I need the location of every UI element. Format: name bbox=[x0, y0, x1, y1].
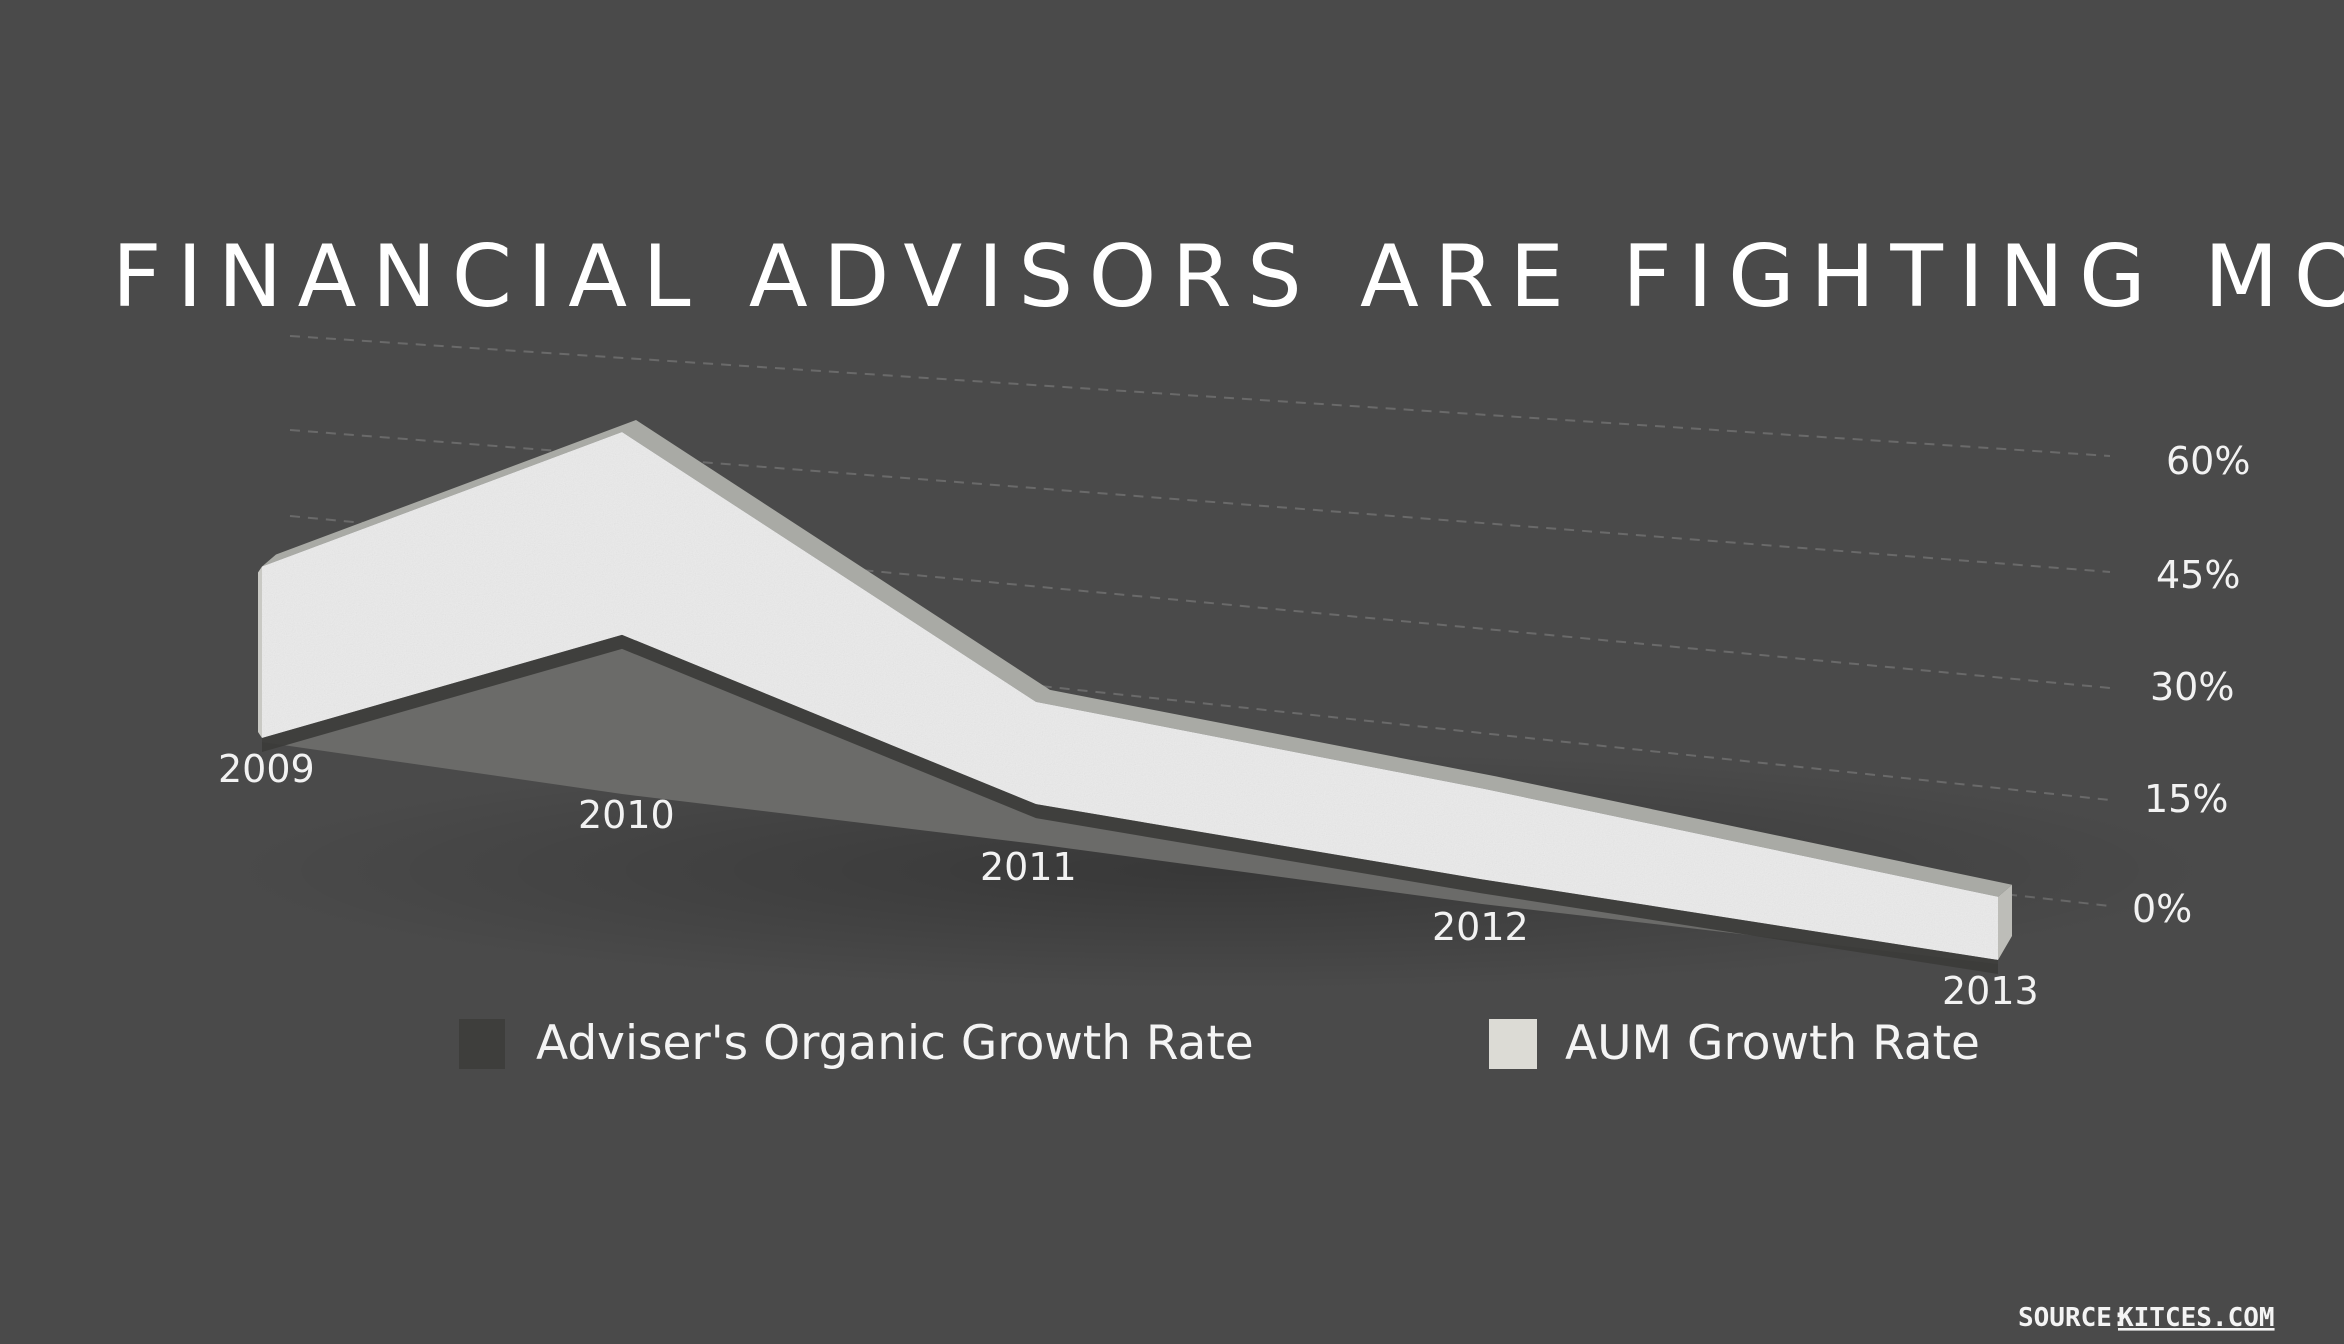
source-label: SOURCE: bbox=[2018, 1303, 2128, 1333]
series-layer bbox=[258, 420, 2012, 974]
legend-swatch-organic bbox=[459, 1019, 505, 1069]
source-credit: SOURCE: KITCES.COM bbox=[2018, 1303, 2275, 1333]
chart-title: FINANCIAL ADVISORS ARE FIGHTING MORE FOR… bbox=[112, 227, 2344, 327]
aum-series-end-cap bbox=[1998, 884, 2012, 960]
x-tick-label: 2009 bbox=[218, 747, 315, 791]
source-link[interactable]: KITCES.COM bbox=[2118, 1303, 2275, 1333]
organic-series-top-face bbox=[262, 634, 1998, 974]
y-axis-ticks: 0% 15% 30% 45% 60% bbox=[2132, 439, 2250, 931]
y-tick-label: 45% bbox=[2156, 553, 2240, 597]
legend-label-aum: AUM Growth Rate bbox=[1565, 1016, 1980, 1071]
y-tick-label: 30% bbox=[2150, 665, 2234, 709]
aum-series-area bbox=[262, 432, 1998, 960]
y-tick-label: 0% bbox=[2132, 887, 2192, 931]
legend: Adviser's Organic Growth Rate AUM Growth… bbox=[459, 1016, 1980, 1071]
organic-series-area bbox=[262, 634, 1998, 964]
grid-line bbox=[289, 335, 2111, 457]
grid-lines bbox=[289, 335, 2111, 907]
aum-series-left-edge bbox=[258, 566, 262, 738]
x-tick-label: 2010 bbox=[578, 793, 675, 837]
aum-series-top-face bbox=[262, 420, 2012, 897]
y-tick-label: 15% bbox=[2144, 777, 2228, 821]
x-tick-label: 2013 bbox=[1942, 969, 2039, 1013]
legend-swatch-aum bbox=[1489, 1019, 1537, 1069]
x-tick-label: 2012 bbox=[1432, 905, 1529, 949]
x-tick-label: 2011 bbox=[980, 845, 1077, 889]
grid-line bbox=[289, 429, 2111, 573]
x-axis-ticks: 2009 2010 2011 2012 2013 bbox=[218, 747, 2039, 1013]
legend-label-organic: Adviser's Organic Growth Rate bbox=[536, 1016, 1254, 1071]
y-tick-label: 60% bbox=[2166, 439, 2250, 483]
